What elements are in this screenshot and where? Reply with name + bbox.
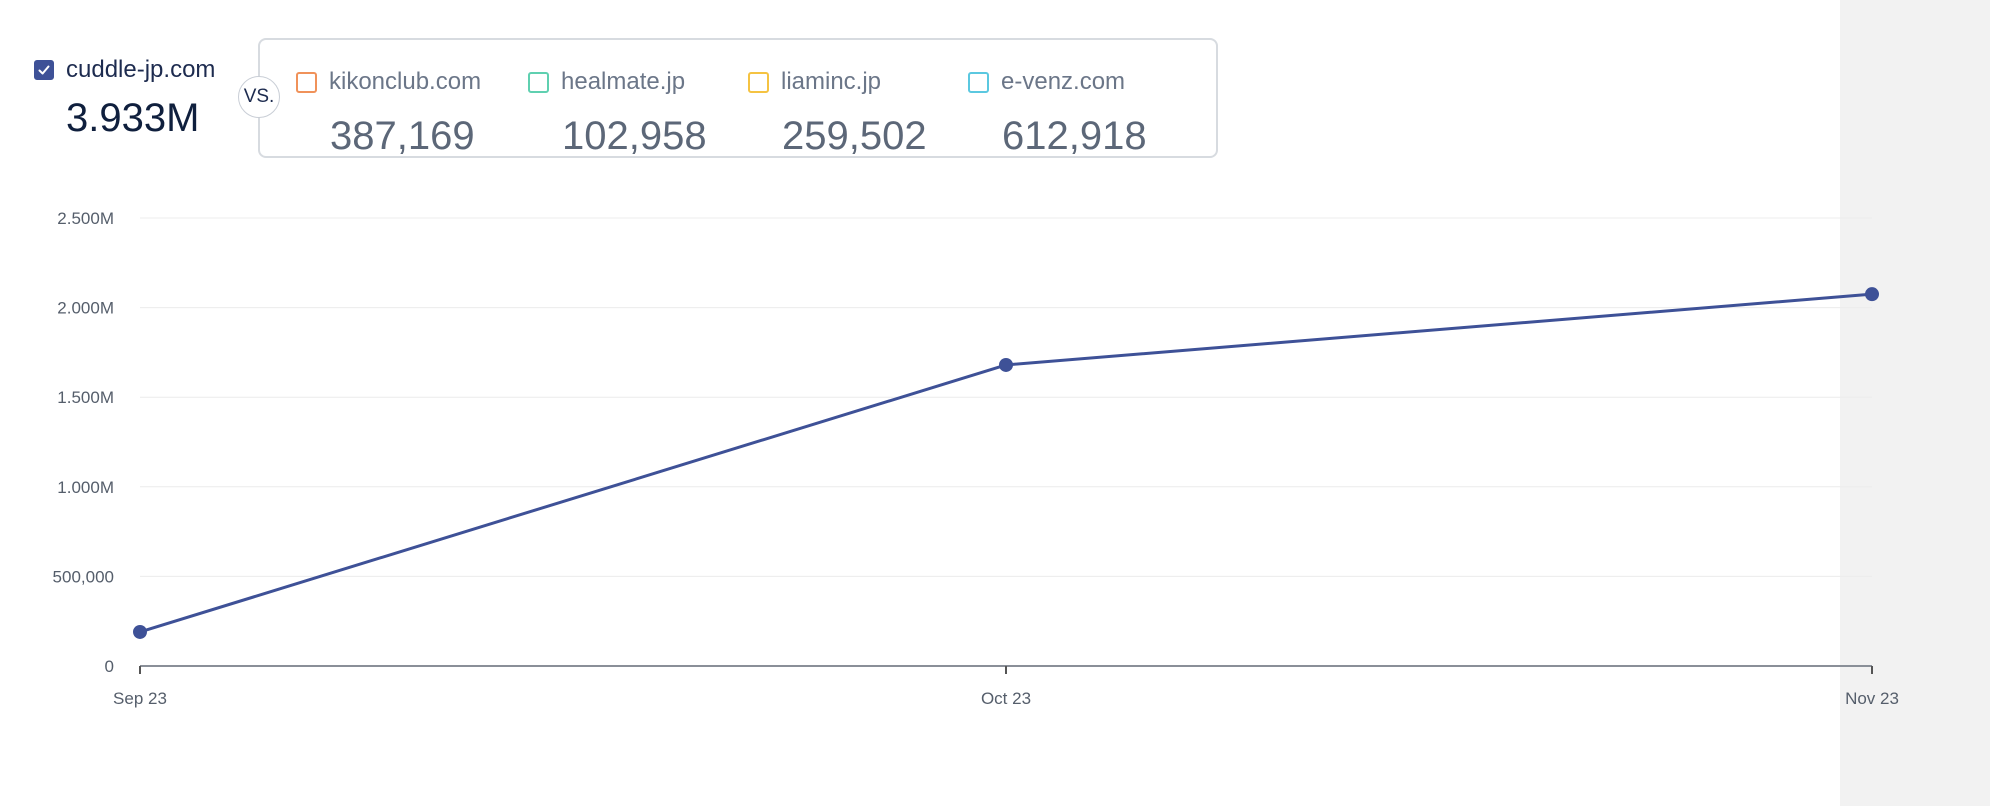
competitor-value: 102,958 xyxy=(562,114,707,158)
competitor-value: 387,169 xyxy=(330,114,475,158)
competitor-checkbox[interactable] xyxy=(528,71,549,93)
competitor-item[interactable]: kikonclub.com 387,169 xyxy=(296,66,516,156)
data-point xyxy=(999,357,1013,372)
competitor-label: liaminc.jp xyxy=(781,68,882,95)
competitor-value: 259,502 xyxy=(782,114,927,158)
y-tick-label: 2.500M xyxy=(57,209,114,228)
competitor-item[interactable]: e-venz.com 612,918 xyxy=(968,66,1188,156)
check-icon xyxy=(38,65,50,75)
y-tick-label: 500,000 xyxy=(53,567,114,586)
data-point xyxy=(133,624,147,639)
competitor-label: e-venz.com xyxy=(1001,68,1126,95)
competitor-item[interactable]: healmate.jp 102,958 xyxy=(528,66,748,156)
primary-site: cuddle-jp.com 3.933M xyxy=(34,52,234,172)
competitor-label: healmate.jp xyxy=(561,68,686,95)
competitor-label: kikonclub.com xyxy=(329,68,482,95)
traffic-chart: 0 500,000 1.000M 1.500M 2.000M 2.500M Sep 23 Oc… xyxy=(0,190,1990,750)
competitor-item[interactable]: liaminc.jp 259,502 xyxy=(748,66,968,156)
y-tick-label: 1.500M xyxy=(57,388,114,407)
y-tick-label: 2.000M xyxy=(57,299,114,318)
x-tick-label: Oct 23 xyxy=(981,689,1031,708)
primary-site-label: cuddle-jp.com xyxy=(66,56,216,83)
series-line xyxy=(139,292,1873,634)
y-tick-label: 1.000M xyxy=(57,478,114,497)
competitor-checkbox[interactable] xyxy=(968,71,989,93)
y-tick-label: 0 xyxy=(105,657,114,676)
right-panel-shade xyxy=(1840,0,1990,806)
competitor-value: 612,918 xyxy=(1002,114,1147,158)
x-tick-label: Nov 23 xyxy=(1845,689,1899,708)
data-point xyxy=(1865,287,1879,302)
primary-site-checkbox[interactable] xyxy=(34,60,54,80)
vs-badge: VS. xyxy=(238,76,280,118)
competitors-panel: kikonclub.com 387,169 healmate.jp 102,95… xyxy=(258,38,1218,158)
primary-site-value: 3.933M xyxy=(66,96,200,140)
x-tick-label: Sep 23 xyxy=(113,689,167,708)
line-chart-svg: 0 500,000 1.000M 1.500M 2.000M 2.500M Sep 23 Oc… xyxy=(53,209,1899,708)
competitor-checkbox[interactable] xyxy=(748,71,769,93)
competitor-checkbox[interactable] xyxy=(296,71,317,93)
